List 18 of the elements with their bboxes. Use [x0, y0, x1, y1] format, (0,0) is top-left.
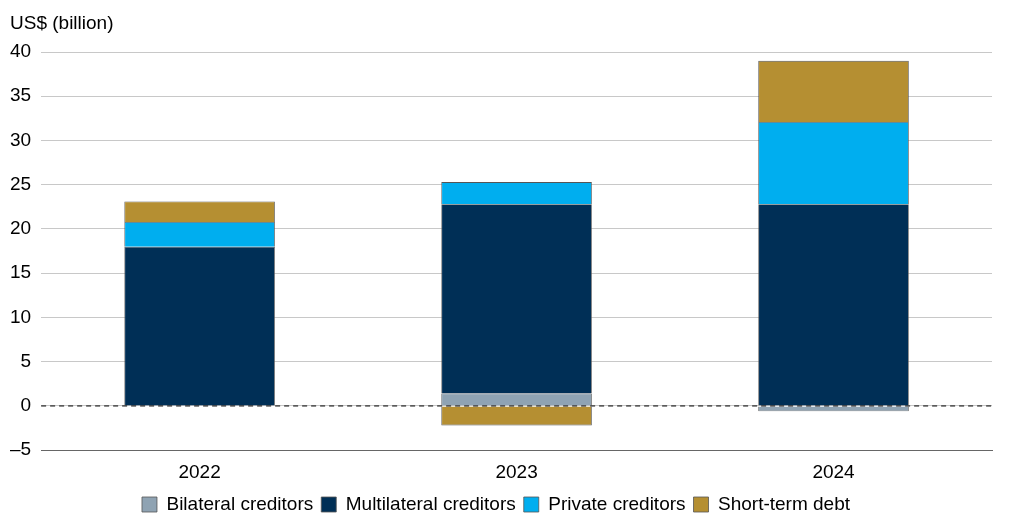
legend-label: Bilateral creditors [166, 492, 314, 514]
y-tick-label: 35 [9, 84, 32, 106]
legend-label: Short-term debt [718, 492, 851, 514]
x-tick-label: 2024 [812, 460, 856, 482]
legend-label: Multilateral creditors [345, 492, 516, 514]
x-tick-label: 2022 [178, 460, 221, 482]
x-tick-label: 2023 [495, 460, 538, 482]
y-tick-label: 5 [20, 349, 32, 371]
y-tick-label: 40 [9, 40, 32, 62]
legend-label: Private creditors [548, 492, 686, 514]
y-tick-label: 10 [9, 305, 32, 327]
y-tick-label: 15 [9, 261, 32, 283]
y-tick-label: 0 [20, 394, 32, 416]
y-tick-label: 25 [9, 172, 32, 194]
y-tick-label: –5 [9, 438, 32, 460]
y-tick-label: 30 [9, 128, 32, 150]
y-tick-label: 20 [9, 217, 32, 239]
y-axis-title: US$ (billion) [10, 11, 114, 33]
